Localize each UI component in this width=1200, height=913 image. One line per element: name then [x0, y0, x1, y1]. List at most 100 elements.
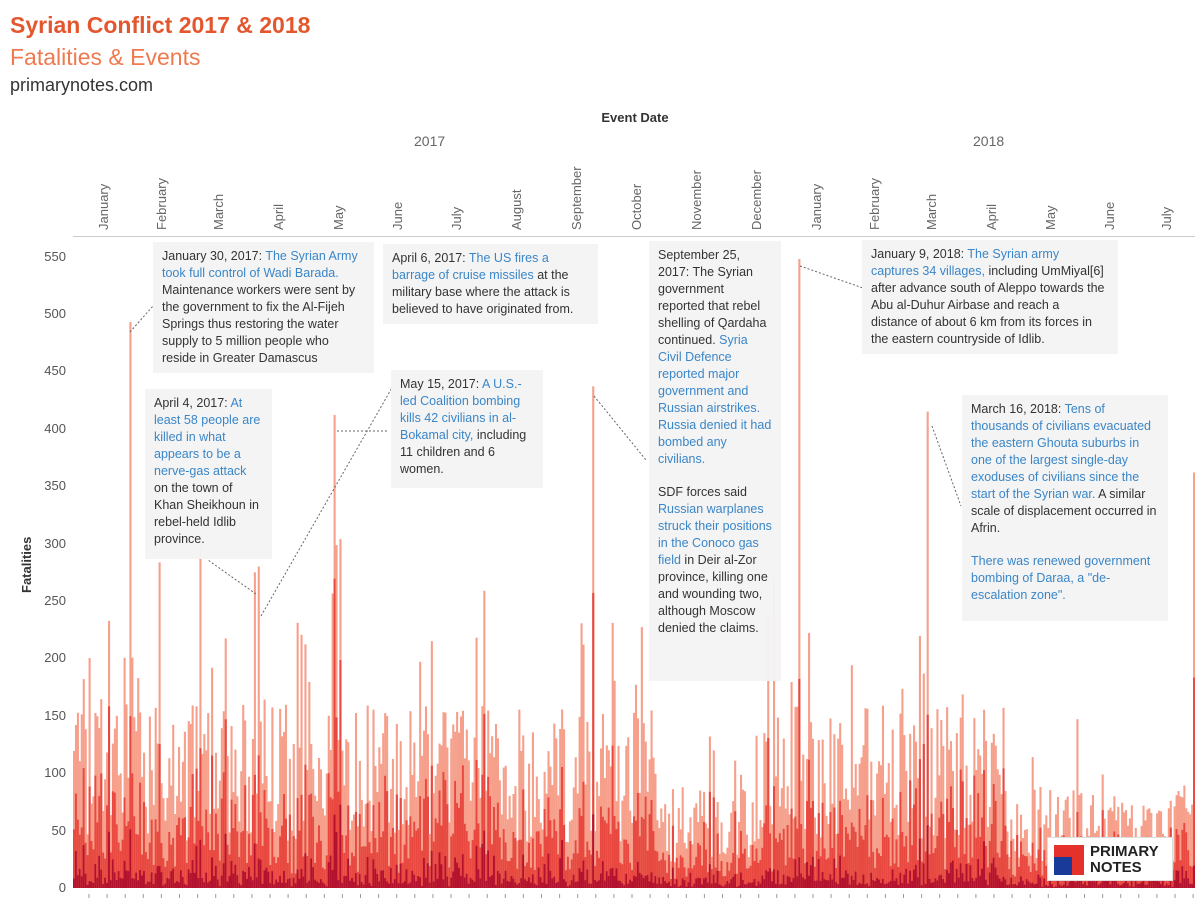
bar-dark [236, 875, 239, 888]
bar-dark [533, 883, 536, 888]
bar-medium [216, 833, 219, 888]
bar-total [109, 815, 113, 888]
bar-medium [417, 828, 420, 888]
bar-dark [636, 861, 640, 888]
bar-dark [819, 880, 822, 888]
annotation-link[interactable]: At least 58 people are killed in what ap… [154, 396, 261, 478]
bar-medium [358, 814, 361, 888]
y-tick-label: 400 [44, 420, 66, 436]
bar-dark [835, 882, 838, 888]
site-url[interactable]: primarynotes.com [10, 75, 154, 95]
bar-dark [146, 881, 149, 888]
bar-dark [843, 877, 846, 888]
bar-medium [349, 865, 352, 888]
bar-total [411, 775, 414, 888]
bar-dark [691, 886, 694, 888]
bar-total [601, 714, 605, 888]
bar-dark [213, 876, 216, 888]
bar-total [366, 705, 369, 888]
bar-dark [774, 883, 778, 888]
bar-dark [522, 854, 525, 888]
bar-dark [784, 884, 787, 888]
bar-total [1076, 719, 1079, 888]
bar-total [724, 853, 727, 888]
bar-dark [421, 886, 424, 888]
annotation-link[interactable]: The US fires a barrage of cruise missile… [392, 251, 549, 282]
bar-dark [207, 882, 210, 888]
bar-total [123, 657, 126, 888]
bar-total [872, 800, 875, 888]
bar-total [485, 790, 488, 888]
bar-medium [809, 807, 813, 888]
bar-medium [971, 857, 974, 888]
bar-total [187, 721, 190, 888]
bar-total [660, 808, 663, 888]
bar-medium [152, 865, 155, 888]
bar-dark [994, 867, 997, 888]
bar-dark [333, 814, 336, 888]
bar-medium [866, 795, 869, 888]
bar-medium [1173, 862, 1176, 888]
bar-total [887, 763, 890, 888]
bar-medium [522, 789, 525, 888]
bar-total [743, 791, 746, 888]
bar-medium [164, 866, 167, 888]
bar-dark [271, 871, 274, 888]
bar-medium [483, 713, 486, 888]
bar-dark [368, 883, 371, 888]
bar-dark [473, 881, 476, 888]
month-label: June [390, 201, 405, 230]
bar-dark [216, 879, 219, 888]
bar-dark [920, 885, 923, 888]
bar-dark [642, 877, 645, 888]
bar-medium [351, 852, 354, 888]
bar-total [790, 682, 793, 888]
bar-medium [537, 831, 540, 888]
bar-total [652, 757, 655, 888]
bar-dark [1021, 880, 1025, 888]
bar-dark [156, 866, 159, 888]
bar-total [473, 737, 476, 888]
bar-medium [897, 867, 900, 888]
bar-medium [796, 828, 799, 888]
bar-total [879, 765, 883, 888]
bar-total [504, 765, 507, 888]
bar-medium [372, 805, 375, 888]
annotation-link[interactable]: Syria Civil Defence reported major gover… [658, 333, 772, 466]
bar-medium [695, 856, 698, 888]
bar-dark [778, 884, 781, 888]
bar-total [1187, 811, 1190, 888]
annotation-link[interactable]: A U.S.-led Coalition bombing kills 42 ci… [400, 377, 522, 442]
bar-dark [1165, 883, 1168, 888]
bar-medium [288, 814, 291, 888]
bar-medium [292, 836, 295, 888]
bar-dark [1082, 884, 1085, 888]
bar-total [119, 773, 122, 888]
bar-medium [191, 774, 194, 888]
bar-medium [312, 816, 315, 888]
annotation-link[interactable]: Tens of thousands of civilians evacuated… [971, 402, 1151, 501]
bar-total [868, 819, 871, 888]
bar-medium [813, 866, 816, 888]
bar-medium [553, 819, 556, 888]
annotation-link[interactable]: There was renewed government bombing of … [971, 554, 1151, 602]
bar-medium [209, 850, 212, 888]
bar-dark [407, 883, 410, 888]
bar-total [178, 746, 181, 888]
annotation-link[interactable]: The Syrian Army took full control of Wad… [162, 249, 358, 280]
bar-dark [862, 874, 865, 888]
bar-dark [601, 861, 605, 888]
bar-total [813, 817, 816, 888]
bar-medium [174, 866, 177, 888]
bar-dark [1125, 876, 1128, 888]
bar-dark [973, 881, 976, 888]
bar-medium [823, 848, 826, 888]
annotation-link[interactable]: Russian warplanes struck their positions… [658, 502, 772, 567]
bar-medium [294, 873, 297, 888]
annotation-link[interactable]: The Syrian army captures 34 villages, [871, 247, 1060, 278]
bar-dark [846, 873, 850, 888]
bar-medium [183, 817, 186, 888]
bar-medium [909, 780, 912, 888]
bar-dark [512, 878, 515, 888]
bar-dark [1016, 885, 1019, 888]
